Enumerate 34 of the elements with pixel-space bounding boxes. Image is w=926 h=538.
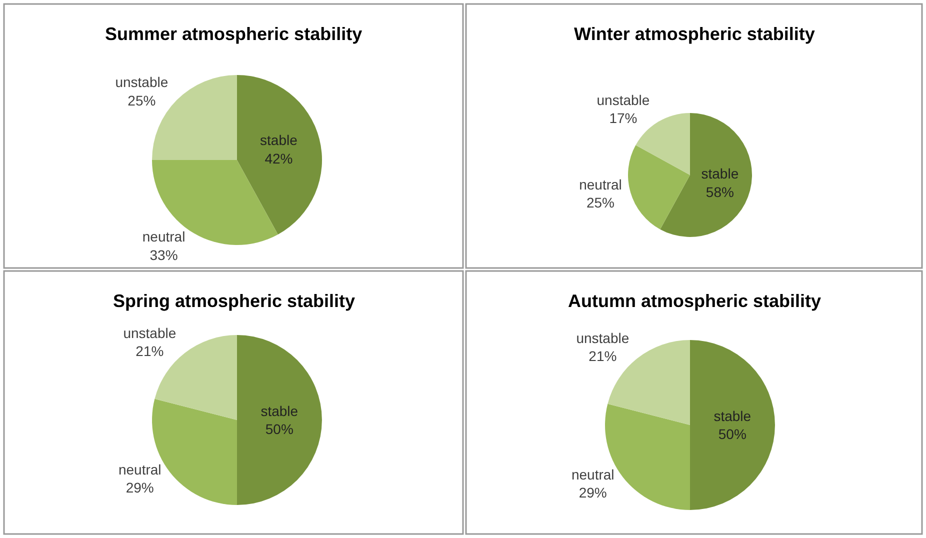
data-label: 33%	[150, 246, 178, 263]
chart-title: Spring atmospheric stability	[113, 291, 356, 311]
slice-label: neutral	[118, 461, 162, 478]
data-label: 29%	[126, 480, 154, 496]
data-label: 42%	[264, 150, 293, 166]
data-label: 29%	[578, 484, 607, 501]
pie-slice	[237, 335, 322, 505]
data-label: 50%	[265, 421, 294, 438]
slice-label: stable	[260, 132, 298, 148]
chart-title: Winter atmospheric stability	[574, 24, 815, 44]
pie-slice	[660, 113, 752, 237]
data-label: 25%	[586, 194, 615, 211]
pie-slice	[628, 145, 690, 230]
data-label: 58%	[706, 184, 734, 200]
data-label: 25%	[128, 92, 156, 108]
chart-title: Summer atmospheric stability	[105, 24, 362, 44]
slice-label: unstable	[596, 92, 650, 108]
slice-label: unstable	[576, 330, 630, 346]
slice-label: unstable	[115, 74, 168, 90]
slice-label: neutral	[571, 466, 614, 482]
data-label: 17%	[609, 110, 638, 126]
data-label: 21%	[588, 348, 617, 364]
data-label: 50%	[718, 426, 746, 442]
slice-label: stable	[701, 166, 739, 182]
slice-label: neutral	[142, 228, 186, 245]
slice-label: stable	[714, 408, 752, 424]
pie-slice	[237, 75, 322, 234]
data-label: 21%	[136, 343, 164, 360]
pie-slice	[690, 340, 775, 510]
slice-label: unstable	[123, 325, 176, 342]
slice-label: stable	[260, 402, 298, 419]
chart-title: Autumn atmospheric stability	[568, 291, 822, 311]
pie-slice	[636, 113, 690, 175]
slice-label: neutral	[579, 176, 622, 193]
